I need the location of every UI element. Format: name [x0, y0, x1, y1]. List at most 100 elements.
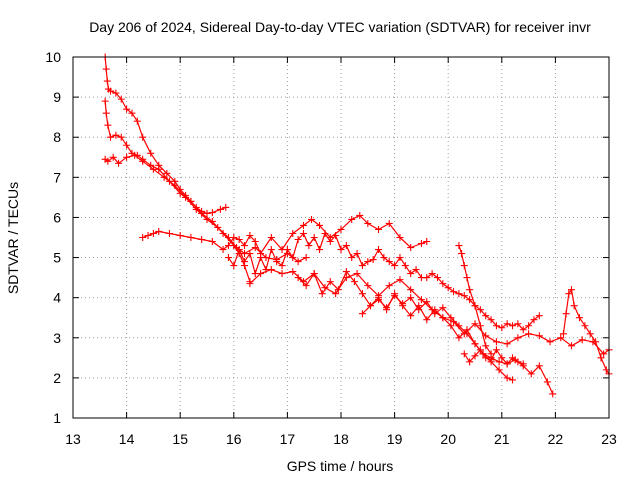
x-tick-label: 18	[333, 431, 349, 447]
data-point	[128, 109, 136, 117]
data-point	[423, 238, 431, 246]
data-point	[460, 262, 468, 270]
data-point	[216, 205, 224, 213]
data-point	[144, 231, 152, 239]
data-point	[294, 274, 302, 282]
track-j-line	[463, 349, 524, 365]
data-point	[155, 227, 163, 235]
track-c-markers	[101, 151, 310, 266]
data-point	[160, 173, 168, 181]
data-point	[471, 302, 479, 310]
data-point	[586, 330, 594, 338]
data-point	[251, 244, 259, 252]
y-tick-label: 4	[53, 290, 61, 306]
data-point	[525, 330, 533, 338]
x-tick-label: 22	[548, 431, 564, 447]
data-point	[503, 374, 511, 382]
data-point	[149, 165, 157, 173]
data-point	[509, 322, 517, 330]
data-point	[321, 284, 329, 292]
data-point	[147, 161, 155, 169]
data-point	[334, 286, 342, 294]
data-point	[407, 312, 415, 320]
data-point	[527, 370, 535, 378]
data-point	[433, 274, 441, 282]
data-point	[431, 310, 439, 318]
data-point	[139, 157, 147, 165]
x-axis-label: GPS time / hours	[287, 458, 394, 474]
data-point	[246, 231, 254, 239]
data-point	[559, 330, 567, 338]
data-point	[224, 242, 232, 250]
data-point	[458, 250, 466, 258]
track-j-markers	[460, 346, 527, 368]
data-point	[600, 350, 608, 358]
data-point	[318, 290, 326, 298]
data-point	[294, 258, 302, 266]
data-point	[482, 342, 490, 350]
data-point	[364, 282, 372, 290]
data-point	[412, 266, 420, 274]
data-point	[503, 320, 511, 328]
data-point	[104, 121, 112, 129]
data-point	[316, 221, 324, 229]
data-point	[278, 270, 286, 278]
data-point	[353, 250, 361, 258]
data-point	[519, 360, 527, 368]
data-point	[439, 304, 447, 312]
data-point	[147, 149, 155, 157]
data-point	[495, 358, 503, 366]
data-point	[482, 332, 490, 340]
y-tick-label: 7	[53, 169, 61, 185]
data-point	[549, 390, 557, 398]
data-point	[332, 231, 340, 239]
data-point	[578, 336, 586, 344]
data-point	[391, 292, 399, 300]
data-point	[350, 278, 358, 286]
track-d-markers	[139, 211, 431, 258]
data-point	[182, 193, 190, 201]
data-point	[463, 330, 471, 338]
data-point	[535, 332, 543, 340]
track-e-line	[227, 232, 540, 331]
data-point	[407, 286, 415, 294]
y-tick-label: 8	[53, 129, 61, 145]
data-point	[326, 238, 334, 246]
data-point	[222, 203, 230, 211]
data-point	[439, 280, 447, 288]
data-point	[112, 89, 120, 97]
data-point	[267, 246, 275, 254]
data-point	[581, 322, 589, 330]
data-point	[447, 314, 455, 322]
x-tick-label: 15	[172, 431, 188, 447]
data-point	[503, 360, 511, 368]
x-tick-label: 20	[440, 431, 456, 447]
data-point	[439, 314, 447, 322]
data-point	[455, 290, 463, 298]
data-point	[417, 296, 425, 304]
data-point	[230, 234, 238, 241]
data-point	[302, 254, 310, 262]
data-point	[391, 262, 399, 270]
data-point	[358, 310, 366, 318]
data-point	[187, 197, 195, 205]
data-point	[369, 256, 377, 264]
data-point	[102, 65, 110, 73]
data-point	[557, 334, 565, 342]
data-point	[214, 223, 222, 231]
data-point	[364, 219, 372, 227]
track-k-line	[562, 289, 610, 375]
data-point	[219, 229, 227, 237]
data-point	[479, 350, 487, 358]
data-point	[104, 157, 112, 165]
data-point	[444, 284, 452, 292]
data-point	[308, 215, 316, 223]
data-point	[273, 258, 281, 266]
data-point	[492, 322, 500, 330]
data-point	[163, 169, 171, 177]
data-point	[337, 225, 345, 233]
x-tick-label: 23	[601, 431, 617, 447]
data-point	[460, 292, 468, 300]
y-tick-label: 5	[53, 250, 61, 266]
data-point	[466, 286, 474, 294]
